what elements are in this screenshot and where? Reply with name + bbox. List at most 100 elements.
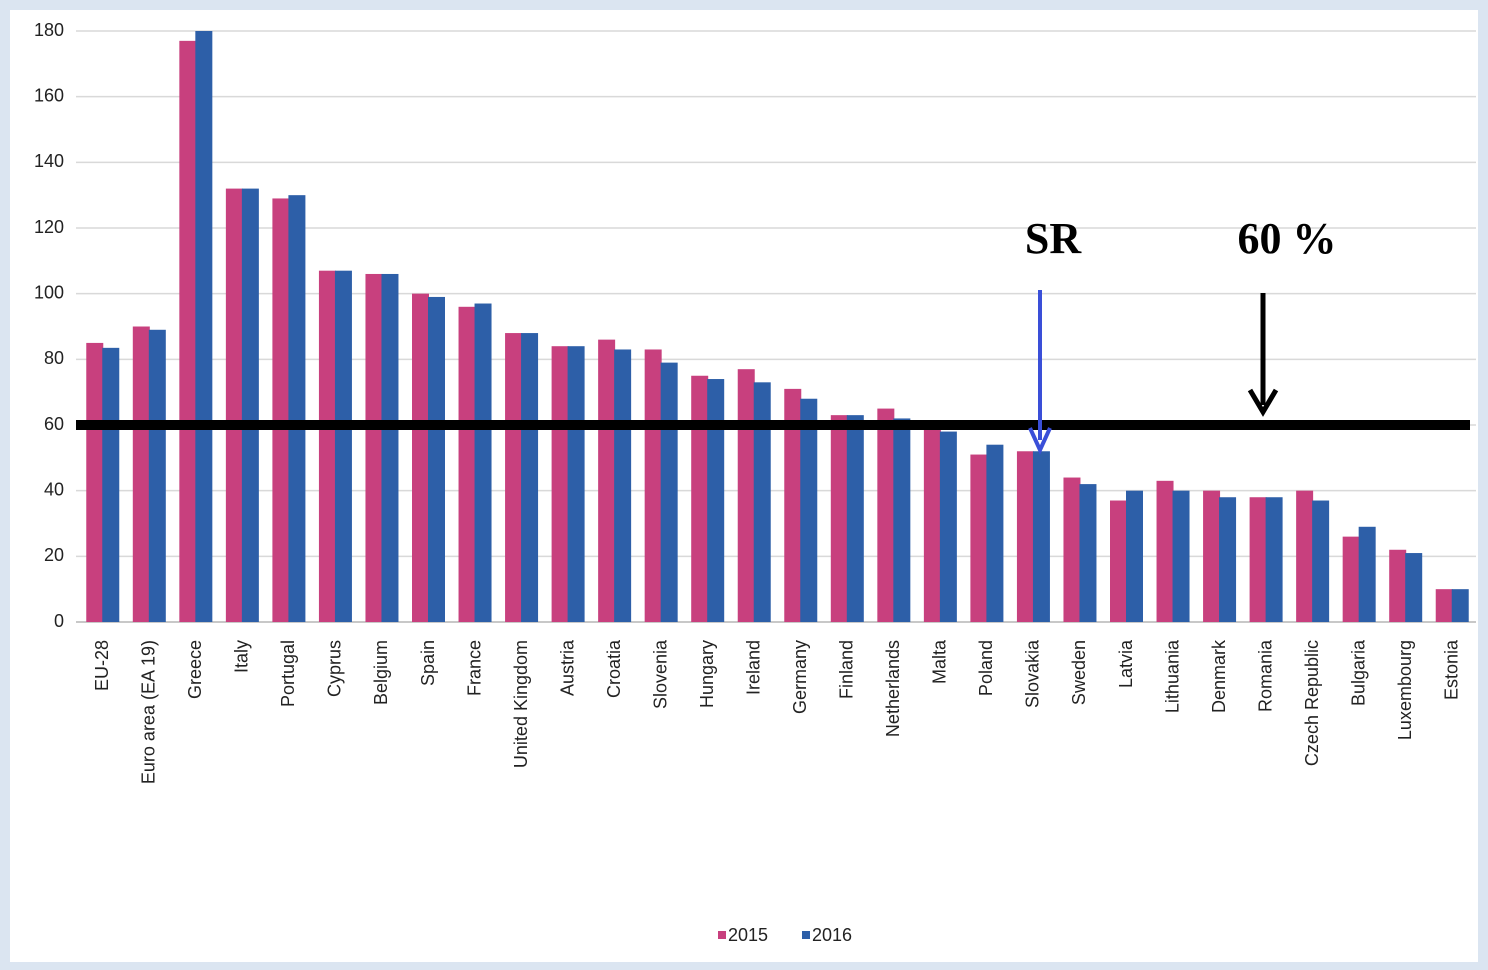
y-tick-label: 140 [34, 151, 64, 171]
bar [102, 347, 120, 622]
x-tick-label: Hungary [697, 640, 717, 708]
x-tick-label: France [464, 640, 484, 696]
y-tick-label: 180 [34, 20, 64, 40]
bar [644, 349, 662, 622]
bar [784, 388, 802, 622]
bar [800, 398, 818, 622]
bar [195, 31, 213, 622]
bar [412, 293, 429, 622]
x-tick-label: Portugal [278, 640, 298, 707]
x-tick-label: Czech Republic [1302, 640, 1322, 766]
x-tick-label: Poland [976, 640, 996, 696]
bar [660, 362, 678, 622]
bar [1079, 484, 1097, 622]
bar [132, 326, 150, 622]
overlay: 2015 2016 [76, 420, 1470, 945]
y-tick-label: 60 [44, 414, 64, 434]
bar [505, 333, 523, 622]
bar [753, 382, 771, 622]
bar [474, 303, 492, 622]
bar [1032, 451, 1050, 622]
y-tick-label: 40 [44, 479, 64, 499]
bar [272, 198, 290, 622]
y-tick-label: 0 [54, 611, 64, 631]
x-tick-label: EU-28 [92, 640, 112, 691]
bar [1451, 589, 1469, 622]
y-tick-label: 100 [34, 282, 64, 302]
x-tick-label: Belgium [371, 640, 391, 705]
bar [551, 346, 569, 622]
bar [691, 375, 709, 622]
y-tick-label: 120 [34, 217, 64, 237]
bar [1063, 477, 1081, 622]
x-tick-label: Slovakia [1023, 639, 1043, 708]
bar [986, 444, 1004, 622]
x-tick-label: Euro area (EA 19) [139, 640, 159, 784]
x-tick-label: Slovenia [650, 639, 670, 709]
legend-swatch [718, 931, 726, 939]
x-tick-label: Lithuania [1162, 639, 1182, 713]
bar [1296, 490, 1314, 622]
x-tick-label: Germany [790, 640, 810, 714]
bar [381, 273, 399, 622]
bar [365, 273, 383, 622]
grid: 0 20 40 60 80 100 120 140 160 180 EU-28 Euro area (… [34, 20, 1476, 784]
bar [318, 270, 336, 622]
x-tick-label: Latvia [1116, 639, 1136, 688]
x-tick-label: Italy [232, 640, 252, 673]
x-tick-label: Sweden [1069, 640, 1089, 705]
bar [334, 270, 352, 622]
x-tick-label: Finland [837, 640, 857, 699]
legend-swatch [802, 931, 810, 939]
bar [225, 188, 243, 622]
bar [970, 454, 988, 622]
x-tick-label: Ireland [743, 640, 763, 695]
x-tick-label: United Kingdom [511, 640, 531, 768]
x-tick-label: Netherlands [883, 640, 903, 737]
bar [877, 408, 895, 622]
bar [1342, 536, 1360, 622]
bar [1110, 500, 1127, 622]
bar [1435, 589, 1453, 622]
bar [1172, 490, 1190, 622]
bar [1156, 480, 1174, 622]
x-tick-label: Bulgaria [1348, 639, 1368, 706]
bar [830, 415, 848, 622]
bar [598, 339, 616, 622]
bar [1358, 526, 1376, 622]
bar [521, 333, 539, 622]
y-tick-label: 160 [34, 85, 64, 105]
bar [458, 306, 476, 622]
x-tick-label: Estonia [1441, 639, 1461, 700]
bar [241, 188, 259, 622]
annotation: SR [1025, 214, 1082, 263]
bar [148, 329, 166, 622]
arrow-head [1247, 388, 1279, 417]
bar [1219, 497, 1237, 622]
bars [86, 31, 1469, 623]
bar [1265, 497, 1283, 622]
x-tick-label: Cyprus [325, 640, 345, 697]
arrow-head [1028, 427, 1052, 455]
y-tick-label: 20 [44, 545, 64, 565]
x-tick-label: Luxembourg [1395, 640, 1415, 740]
bar [846, 415, 864, 622]
bar [923, 425, 941, 622]
x-tick-label: Romania [1255, 639, 1275, 712]
bar [1405, 553, 1423, 622]
bar [737, 369, 755, 622]
bar [288, 195, 306, 622]
bar [1389, 549, 1407, 622]
annotation: 60 % [1238, 214, 1337, 263]
bar [614, 349, 632, 622]
bar [1126, 490, 1143, 622]
bar [707, 379, 725, 622]
x-tick-label: Austria [557, 639, 577, 696]
bar [179, 40, 197, 623]
bar [893, 418, 911, 622]
legend-label: 2015 [728, 925, 768, 945]
bar [1203, 490, 1221, 622]
x-tick-label: Spain [418, 640, 438, 686]
bar [939, 431, 957, 622]
